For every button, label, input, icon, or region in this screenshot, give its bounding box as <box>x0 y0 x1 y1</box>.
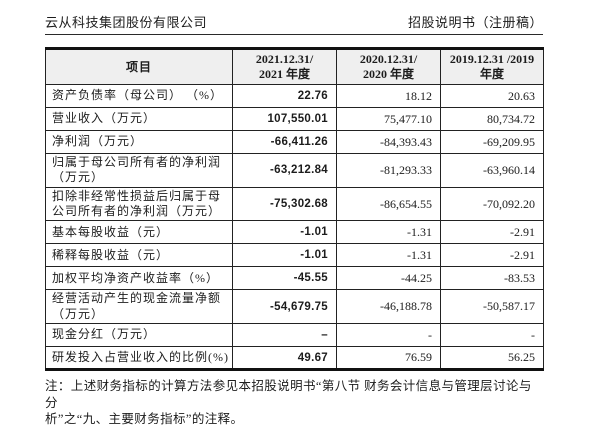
column-header-2021-line2: 2021 年度 <box>258 67 310 81</box>
value-2019: -63,960.14 <box>440 153 544 188</box>
value-2021: -75,302.68 <box>232 186 337 222</box>
row-label: 加权平均净资产收益率（%） <box>45 266 233 291</box>
table-row-operating-cash-flow: 经营活动产生的现金流量净额（万元） -54,679.75 -46,188.78 … <box>45 289 544 325</box>
value-2021: 107,550.01 <box>232 107 337 131</box>
value-2020: - <box>336 323 441 348</box>
table-row-cash-dividend: 现金分红（万元） – - - <box>45 323 544 348</box>
table-row-parent-net-profit: 归属于母公司所有者的净利润（万元） -63,212.84 -81,293.33 … <box>45 153 544 188</box>
table-header-row: 项目 2021.12.31/ 2021 年度 2020.12.31/ 2020 … <box>45 48 544 85</box>
row-label: 营业收入（万元） <box>45 107 233 131</box>
table-row-rd-ratio: 研发投入占营业收入的比例(%) 49.67 76.59 56.25 <box>45 346 544 371</box>
value-2021: -1.01 <box>232 220 337 245</box>
value-2019: -50,587.17 <box>440 289 544 325</box>
value-2020: -1.31 <box>336 220 441 245</box>
row-label: 研发投入占营业收入的比例(%) <box>45 346 233 371</box>
row-label: 归属于母公司所有者的净利润（万元） <box>45 153 233 188</box>
value-2021: -45.55 <box>232 266 337 291</box>
row-label: 净利润（万元） <box>45 130 233 154</box>
row-label: 扣除非经常性损益后归属于母公司所有者的净利润（万元） <box>45 186 233 222</box>
value-2019: -2.91 <box>440 243 544 268</box>
value-2020: -1.31 <box>336 243 441 268</box>
column-header-2021: 2021.12.31/ 2021 年度 <box>232 48 337 85</box>
value-2019: -69,209.95 <box>440 130 544 154</box>
value-2021: – <box>232 323 337 348</box>
row-label: 基本每股收益（元） <box>45 220 233 245</box>
value-2020: -81,293.33 <box>336 153 441 188</box>
value-2019: 20.63 <box>440 84 544 108</box>
value-2020: -84,393.43 <box>336 130 441 154</box>
column-header-2019: 2019.12.31 /2019 年度 <box>440 48 544 85</box>
page-content: 云从科技集团股份有限公司 招股说明书（注册稿） 项目 2021.12.31/ 2… <box>45 12 544 428</box>
value-2019: - <box>440 323 544 348</box>
value-2020: -44.25 <box>336 266 441 291</box>
row-label: 稀释每股收益（元） <box>45 243 233 268</box>
value-2019: -83.53 <box>440 266 544 291</box>
value-2021: -66,411.26 <box>232 130 337 154</box>
value-2021: -54,679.75 <box>232 289 337 325</box>
financial-indicators-table: 项目 2021.12.31/ 2021 年度 2020.12.31/ 2020 … <box>45 47 544 372</box>
value-2020: 75,477.10 <box>336 107 441 131</box>
value-2021: 49.67 <box>232 346 337 371</box>
value-2019: -2.91 <box>440 220 544 245</box>
footnote-line1: 注：上述财务指标的计算方法参见本招股说明书“第八节 财务会计信息与管理层讨论与分 <box>45 379 532 410</box>
document-title: 招股说明书（注册稿） <box>407 15 543 30</box>
column-header-2020-line2: 2020 年度 <box>362 67 414 81</box>
value-2019: 80,734.72 <box>440 107 544 131</box>
column-header-2020-line1: 2020.12.31/ <box>359 52 418 66</box>
value-2019: -70,092.20 <box>440 186 544 222</box>
value-2021: -63,212.84 <box>232 153 337 188</box>
column-header-2020: 2020.12.31/ 2020 年度 <box>336 48 441 85</box>
row-label: 现金分红（万元） <box>45 323 233 348</box>
value-2020: -46,188.78 <box>336 289 441 325</box>
column-header-2019-line2: 年度 <box>479 67 504 81</box>
row-label: 经营活动产生的现金流量净额（万元） <box>45 289 233 325</box>
value-2020: -86,654.55 <box>336 186 441 222</box>
prospectus-page: 云从科技集团股份有限公司 招股说明书（注册稿） 项目 2021.12.31/ 2… <box>45 15 544 427</box>
table-row-debt-ratio: 资产负债率（母公司） （%） 22.76 18.12 20.63 <box>45 84 544 108</box>
company-name: 云从科技集团股份有限公司 <box>45 15 208 30</box>
value-2020: 18.12 <box>336 84 441 108</box>
row-label: 资产负债率（母公司） （%） <box>45 84 233 108</box>
table-row-basic-eps: 基本每股收益（元） -1.01 -1.31 -2.91 <box>45 220 544 245</box>
table-row-deducted-net-profit: 扣除非经常性损益后归属于母公司所有者的净利润（万元） -75,302.68 -8… <box>45 186 544 222</box>
value-2021: 22.76 <box>232 84 337 108</box>
table-row-net-profit: 净利润（万元） -66,411.26 -84,393.43 -69,209.95 <box>45 130 544 154</box>
footnote-line2: 析”之“九、主要财务指标”的注释。 <box>45 412 244 427</box>
column-header-2021-line1: 2021.12.31/ <box>255 52 314 66</box>
page-header: 云从科技集团股份有限公司 招股说明书（注册稿） <box>45 12 543 35</box>
value-2021: -1.01 <box>232 243 337 268</box>
value-2019: 56.25 <box>440 346 544 371</box>
table-row-diluted-eps: 稀释每股收益（元） -1.01 -1.31 -2.91 <box>45 243 544 268</box>
table-row-revenue: 营业收入（万元） 107,550.01 75,477.10 80,734.72 <box>45 107 544 131</box>
column-header-2019-line1: 2019.12.31 /2019 <box>449 52 535 66</box>
table-row-weighted-roe: 加权平均净资产收益率（%） -45.55 -44.25 -83.53 <box>45 266 544 291</box>
column-header-item: 项目 <box>45 48 233 85</box>
value-2020: 76.59 <box>336 346 441 371</box>
